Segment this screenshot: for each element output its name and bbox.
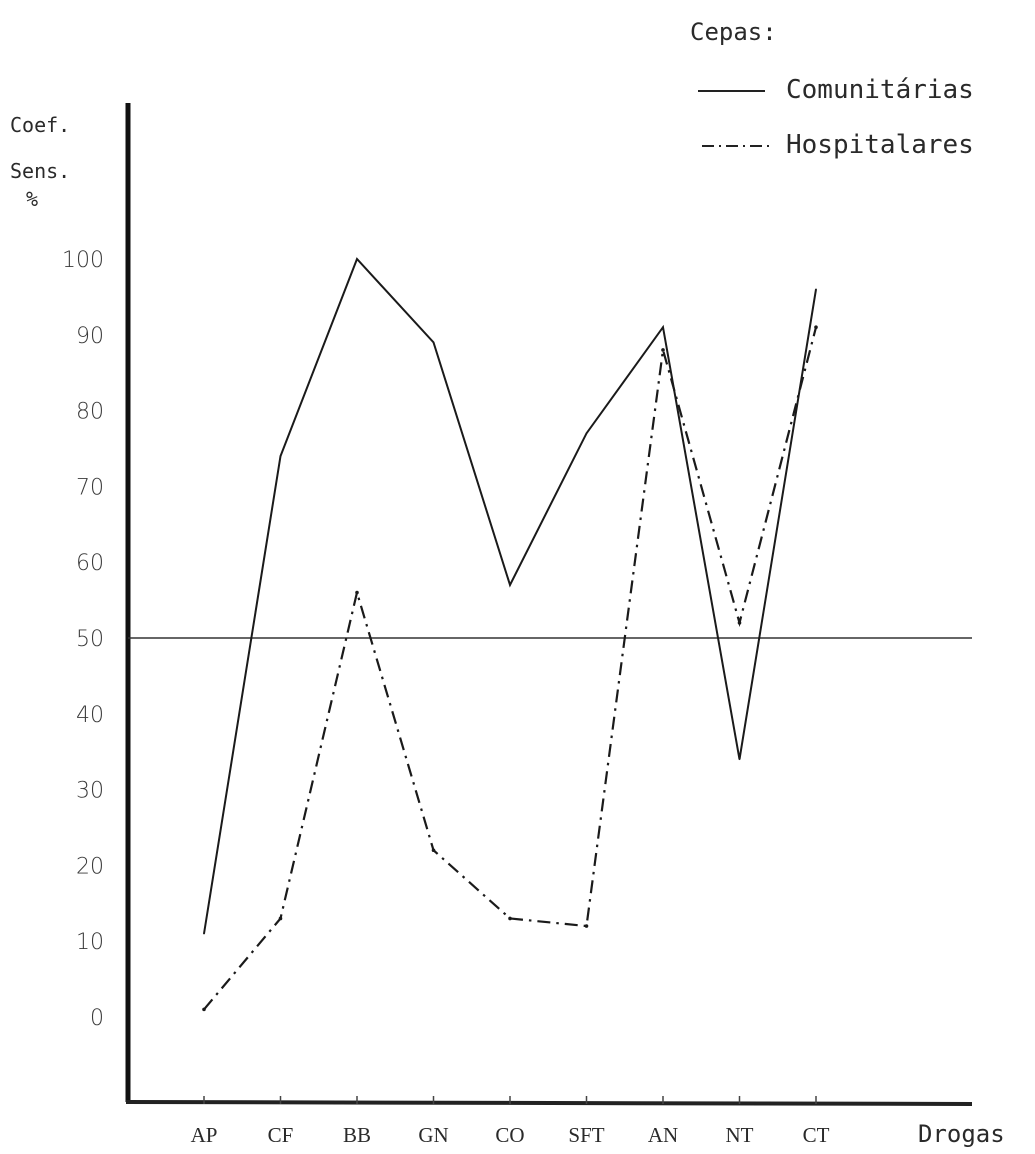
y-tick-label: 0	[90, 1006, 104, 1031]
y-tick-label: 70	[76, 475, 104, 500]
y-tick-label: 80	[76, 400, 104, 425]
data-point-comunitarias-bb	[356, 258, 358, 260]
y-tick-label: 10	[76, 930, 104, 955]
data-point-hospitalares-ap	[202, 1007, 206, 1012]
x-tick-label: GN	[418, 1123, 448, 1147]
x-tick-label: CF	[268, 1123, 294, 1147]
x-tick-label: CO	[495, 1123, 524, 1147]
x-tick-label: BB	[343, 1123, 371, 1147]
legend-label-hospitalares: Hospitalares	[786, 130, 974, 160]
data-point-hospitalares-sft	[584, 924, 589, 928]
x-tick-labels: AP CF BB GN CO SFT AN NT CT	[191, 1096, 830, 1147]
series-points	[202, 258, 818, 1012]
y-axis-title-line-1: Coef.	[10, 113, 70, 137]
data-point-hospitalares-an	[661, 348, 665, 352]
y-axis-title-line-2: Sens.	[10, 159, 70, 183]
y-axis-title-line-3: %	[26, 187, 38, 211]
y-tick-labels: 0 10 20 30 40 50 60 70 80 90 100	[62, 248, 104, 1031]
data-point-comunitarias-ap	[203, 932, 205, 935]
y-tick-label: 20	[76, 854, 104, 879]
x-tick-label: AN	[648, 1123, 678, 1147]
data-point-comunitarias-cf	[279, 455, 282, 457]
legend-title: Cepas:	[690, 18, 777, 46]
y-tick-label: 100	[62, 248, 104, 273]
y-tick-label: 50	[76, 627, 104, 652]
data-point-hospitalares-ct	[814, 325, 818, 330]
series-line-hospitalares	[203, 326, 818, 1011]
legend-label-comunitarias: Comunitárias	[786, 75, 974, 105]
x-tick-label: SFT	[568, 1123, 604, 1147]
data-point-hospitalares-nt	[737, 621, 742, 625]
data-point-hospitalares-gn	[431, 848, 436, 853]
data-point-hospitalares-bb	[355, 590, 359, 595]
series-line-comunitrias	[203, 257, 817, 934]
data-point-comunitarias-ct	[815, 288, 817, 291]
data-point-comunitarias-gn	[432, 341, 435, 344]
series-lines	[203, 257, 818, 1011]
data-point-comunitarias-nt	[738, 758, 741, 761]
y-tick-label: 30	[76, 779, 104, 804]
x-axis-title: Drogas	[918, 1120, 1005, 1148]
data-point-hospitalares-cf	[278, 916, 283, 921]
y-tick-label: 60	[76, 551, 104, 576]
data-point-hospitalares-co	[508, 916, 512, 921]
data-point-comunitarias-co	[509, 584, 511, 586]
x-axis	[125, 1100, 973, 1106]
x-tick-label: CT	[803, 1123, 830, 1147]
y-tick-label: 90	[76, 324, 104, 349]
y-tick-label: 40	[76, 703, 104, 728]
x-tick-label: NT	[726, 1123, 754, 1147]
x-tick-label: AP	[191, 1123, 218, 1147]
data-point-comunitarias-sft	[585, 432, 588, 435]
data-point-comunitarias-an	[662, 326, 664, 329]
